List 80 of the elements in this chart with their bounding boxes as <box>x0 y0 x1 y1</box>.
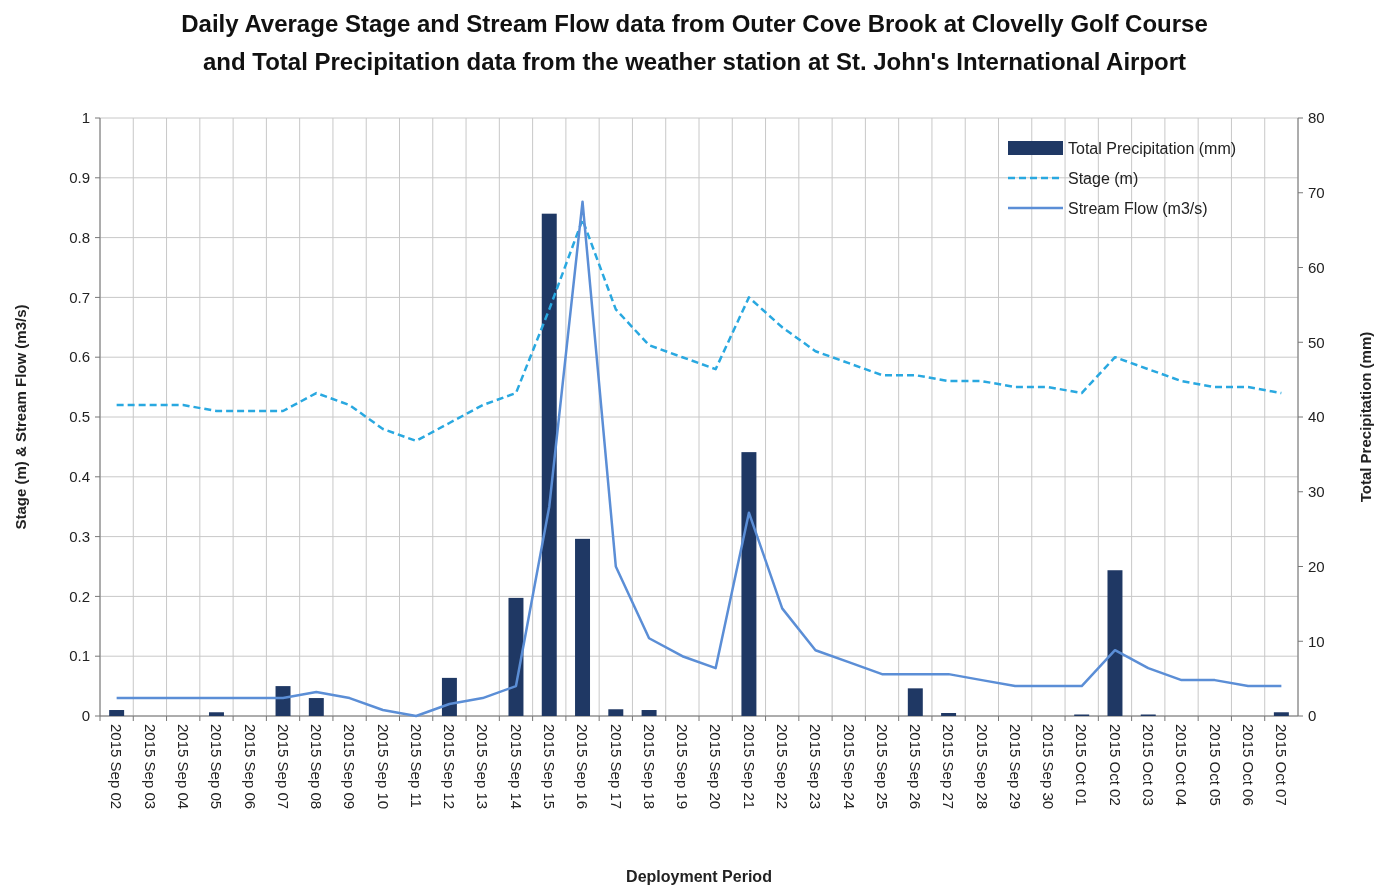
x-tick-label: 2015 Sep 08 <box>308 724 326 810</box>
bar <box>641 710 657 716</box>
y-tick-label: 0.5 <box>69 408 90 426</box>
x-tick-label: 2015 Sep 27 <box>940 724 958 810</box>
y-tick-label: 0 <box>81 707 90 725</box>
x-tick-label: 2015 Sep 10 <box>374 724 392 810</box>
y2-tick-label: 10 <box>1308 632 1325 650</box>
bar <box>541 213 557 716</box>
bar <box>208 712 224 716</box>
bar <box>575 538 591 716</box>
x-tick-label: 2015 Sep 25 <box>873 724 891 810</box>
y-tick-label: 0.9 <box>69 169 90 187</box>
x-tick-label: 2015 Sep 02 <box>108 724 126 810</box>
x-tick-label: 2015 Sep 05 <box>208 724 226 810</box>
y-tick-label: 0.6 <box>69 348 90 366</box>
bar <box>275 686 291 716</box>
x-tick-label: 2015 Sep 03 <box>141 724 159 810</box>
y2-tick-label: 70 <box>1308 184 1325 201</box>
y2-tick-label: 50 <box>1308 333 1325 351</box>
legend-label: Stream Flow (m3/s) <box>1068 199 1208 217</box>
bar <box>741 452 757 716</box>
y-tick-label: 0.7 <box>69 288 90 306</box>
legend-label: Stage (m) <box>1068 169 1139 187</box>
x-axis-title: Deployment Period <box>626 868 772 885</box>
y2-tick-label: 0 <box>1308 707 1317 725</box>
y-tick-label: 0.3 <box>69 527 90 545</box>
y-axis-title: Stage (m) & Stream Flow (m3/s) <box>12 304 29 530</box>
y2-axis-title: Total Precipitation (mm) <box>1357 331 1374 503</box>
x-tick-label: 2015 Sep 06 <box>241 724 259 810</box>
line-series <box>115 218 1283 443</box>
x-tick-label: 2015 Sep 17 <box>607 724 625 810</box>
y2-tick-label: 20 <box>1308 557 1325 575</box>
x-tick-label: 2015 Sep 30 <box>1040 724 1058 810</box>
x-tick-label: 2015 Sep 07 <box>274 724 292 810</box>
y-tick-label: 1 <box>81 109 90 127</box>
x-tick-label: 2015 Sep 22 <box>773 724 791 810</box>
x-tick-label: 2015 Sep 15 <box>541 724 558 810</box>
y-tick-label: 0.4 <box>69 468 90 486</box>
bar <box>1273 712 1289 716</box>
x-tick-label: 2015 Sep 19 <box>674 724 692 810</box>
x-tick-label: 2015 Oct 05 <box>1206 724 1224 806</box>
bar <box>308 698 324 716</box>
x-tick-label: 2015 Sep 28 <box>973 724 991 810</box>
x-tick-label: 2015 Sep 18 <box>640 724 658 810</box>
x-tick-label: 2015 Sep 09 <box>341 724 359 810</box>
legend-label: Total Precipitation (mm) <box>1068 139 1237 157</box>
x-tick-label: 2015 Oct 03 <box>1140 724 1157 806</box>
x-tick-label: 2015 Sep 16 <box>574 724 592 810</box>
x-tick-label: 2015 Sep 26 <box>907 724 925 810</box>
bar <box>1107 570 1123 716</box>
y2-tick-label: 40 <box>1308 408 1325 426</box>
x-tick-label: 2015 Sep 11 <box>407 724 425 808</box>
x-tick-label: 2015 Sep 20 <box>707 724 725 810</box>
x-tick-label: 2015 Sep 13 <box>474 724 492 810</box>
x-tick-label: 2015 Oct 02 <box>1106 724 1124 806</box>
line-series <box>115 200 1283 718</box>
y-tick-label: 0.2 <box>69 587 90 605</box>
x-tick-label: 2015 Sep 29 <box>1006 724 1024 810</box>
x-tick-label: 2015 Oct 06 <box>1239 724 1257 806</box>
y2-tick-label: 80 <box>1308 109 1325 127</box>
bar <box>608 709 624 716</box>
x-tick-label: 2015 Sep 12 <box>441 724 459 810</box>
chart-title: Daily Average Stage and Stream Flow data from Outer Cove Brook at Clovelly Golf Course and Total Precipitation data from the weather station at St. John's International Airport <box>181 10 1208 75</box>
y2-tick-label: 60 <box>1308 258 1325 276</box>
x-tick-label: 2015 Oct 07 <box>1273 724 1291 806</box>
x-tick-label: 2015 Sep 14 <box>507 724 525 810</box>
bar <box>441 677 457 716</box>
bar <box>109 710 125 716</box>
x-tick-label: 2015 Sep 23 <box>807 724 825 810</box>
x-tick-label: 2015 Sep 24 <box>840 724 858 810</box>
bar <box>941 713 957 716</box>
y-tick-label: 0.1 <box>69 647 90 665</box>
bar <box>907 688 923 716</box>
y-tick-label: 0.8 <box>69 228 90 246</box>
bar <box>508 597 524 716</box>
x-tick-label: 2015 Oct 01 <box>1073 724 1091 806</box>
x-tick-label: 2015 Sep 21 <box>740 724 758 810</box>
x-tick-label: 2015 Sep 04 <box>174 724 192 810</box>
x-tick-label: 2015 Oct 04 <box>1173 724 1191 806</box>
y2-tick-label: 30 <box>1308 483 1325 500</box>
